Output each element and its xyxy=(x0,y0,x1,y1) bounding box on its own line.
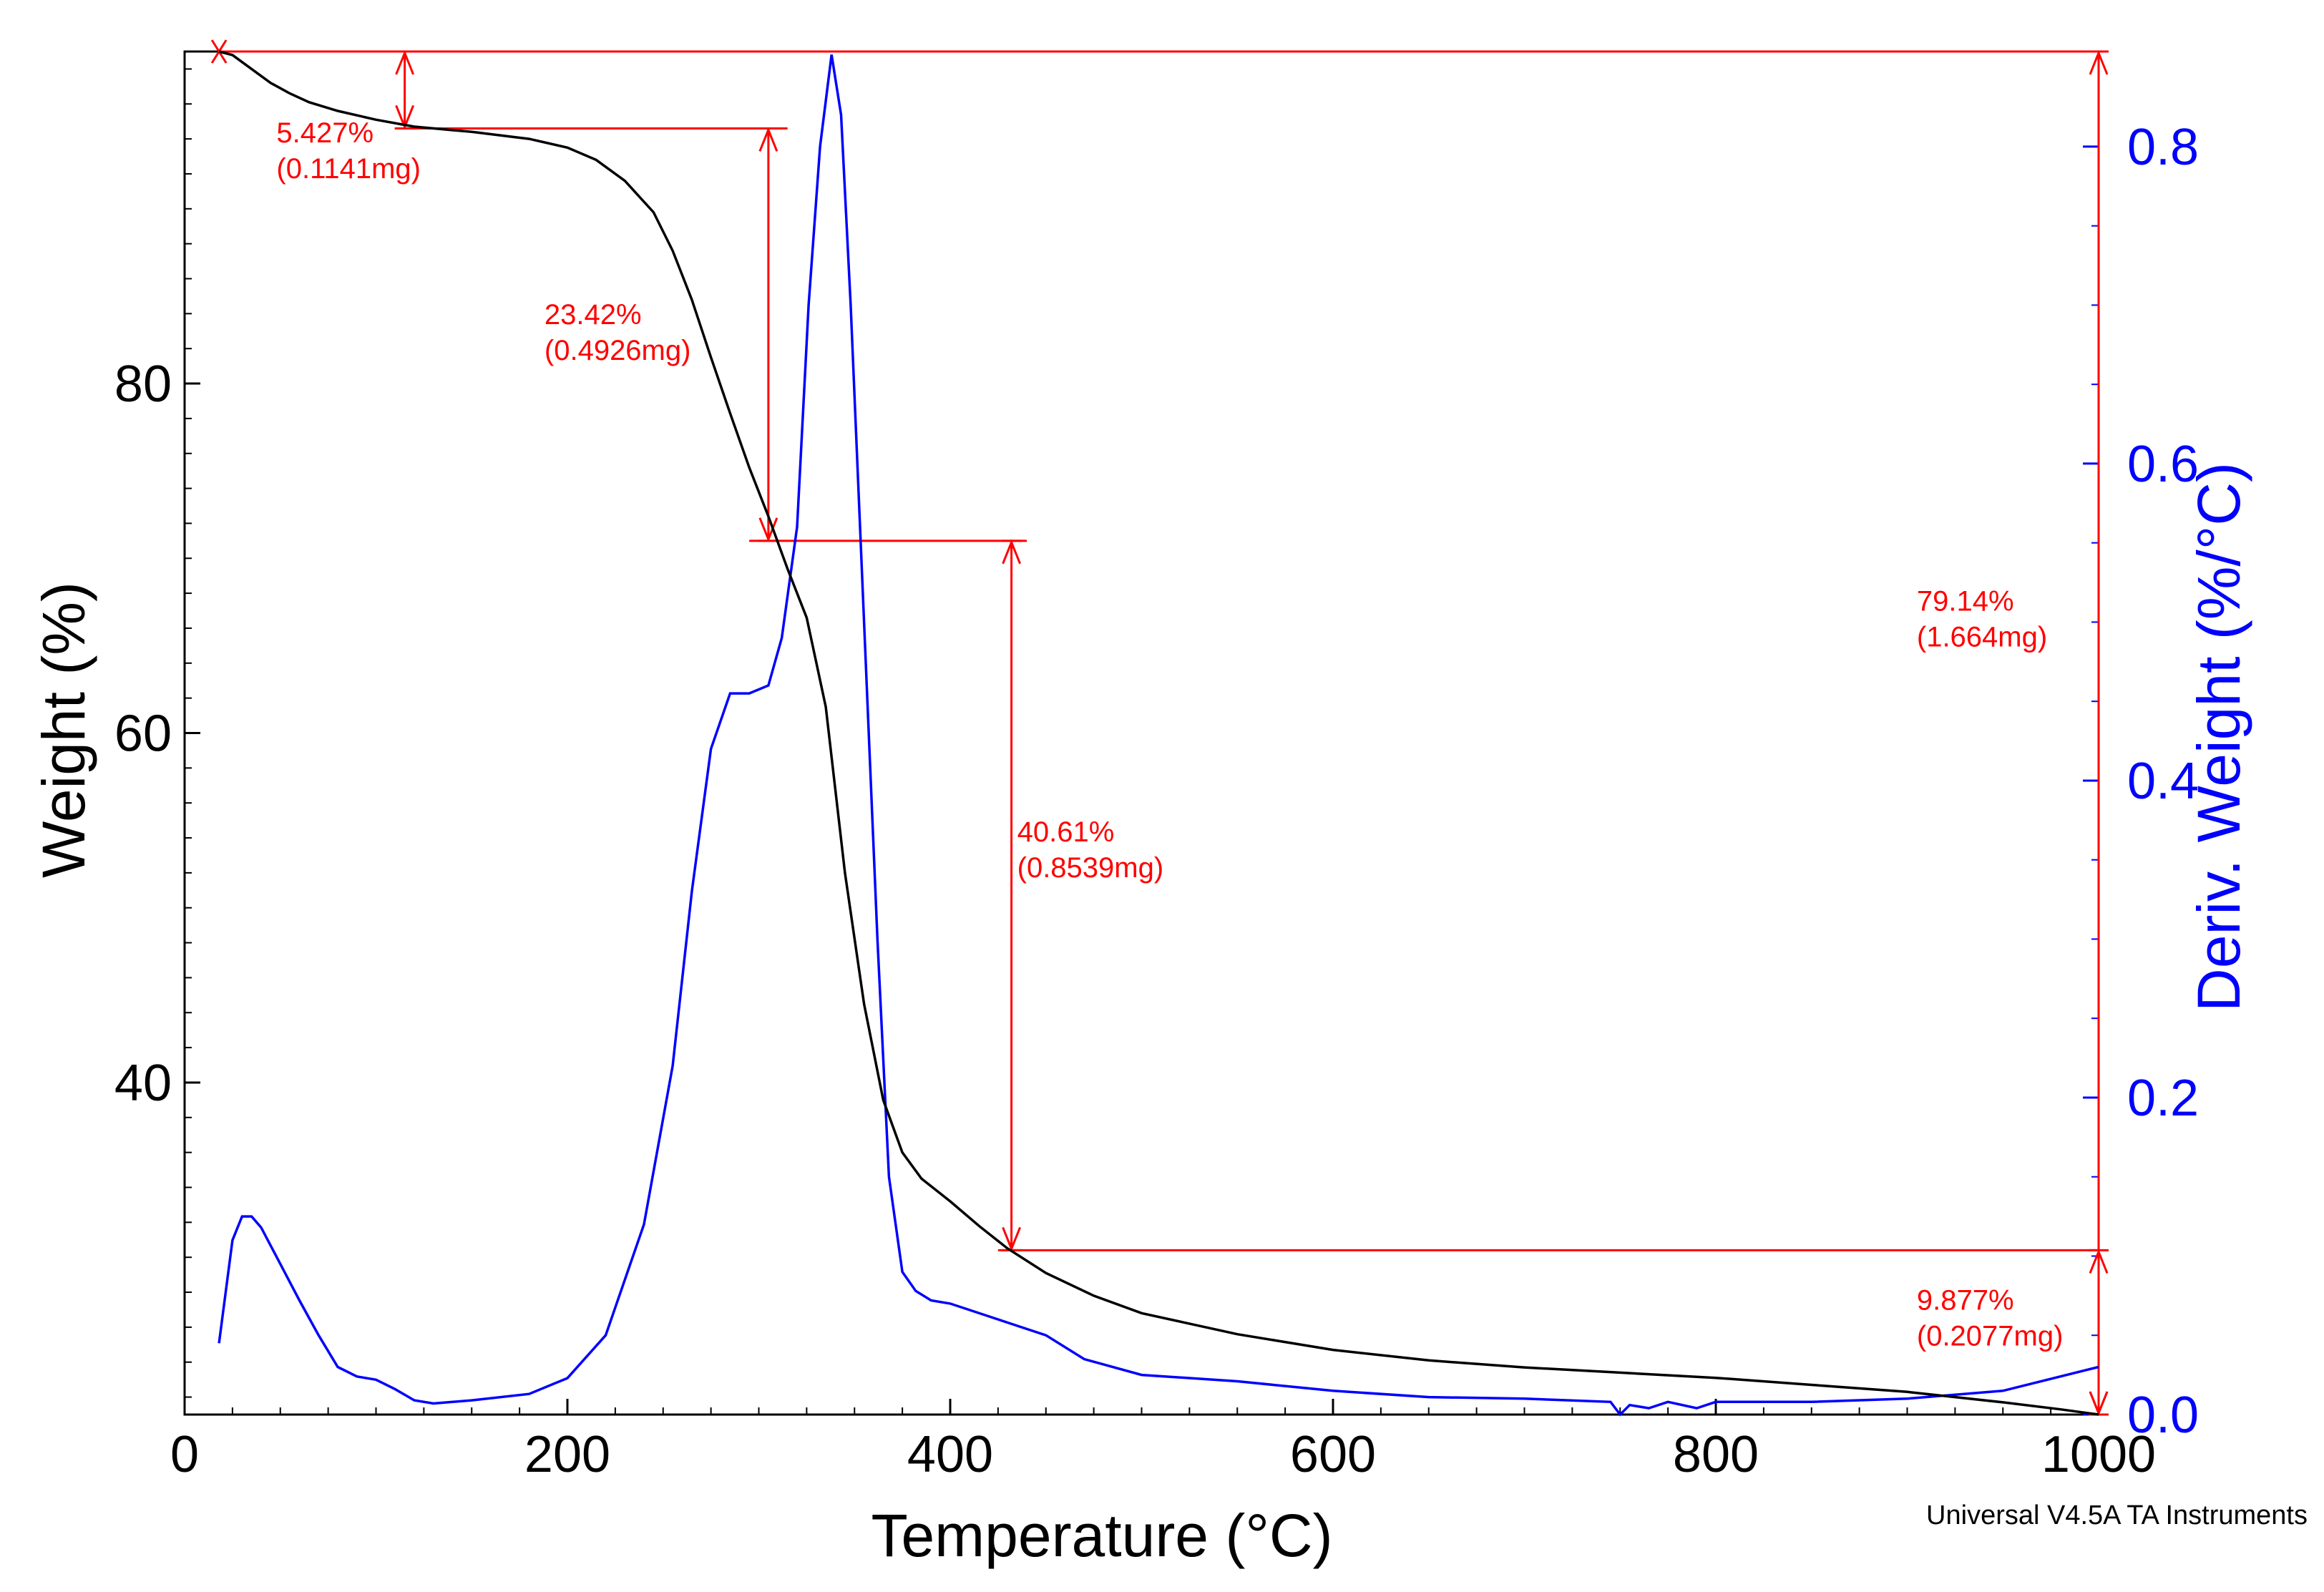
annotation-percent: 9.877% xyxy=(1917,1284,2014,1316)
annotation-mass: (0.4926mg) xyxy=(545,335,691,366)
annotation-label: 5.427% (0.1141mg) xyxy=(276,117,421,185)
x-tick-label: 1000 xyxy=(2041,1426,2156,1483)
annotation-arrow xyxy=(394,49,415,130)
x-tick-label: 400 xyxy=(907,1426,993,1483)
annotation-labels: 5.427% (0.1141mg) 23.42% (0.4926mg) 40.61% (0… xyxy=(276,117,2063,1352)
x-axis-title: Temperature (°C) xyxy=(871,1502,1332,1569)
y-right-tick-label: 0.0 xyxy=(2127,1387,2199,1444)
y-left-tick-labels: 40 60 80 xyxy=(114,356,172,1112)
y-right-tick-labels: 0.0 0.2 0.4 0.6 0.8 xyxy=(2127,119,2199,1444)
annotation-mass: (1.664mg) xyxy=(1917,622,2047,653)
y-right-tick-label: 0.8 xyxy=(2127,119,2199,176)
x-tick-label: 200 xyxy=(524,1426,610,1483)
x-tick-labels: 0 200 400 600 800 1000 xyxy=(170,1426,2156,1483)
annotation-percent: 5.427% xyxy=(276,117,374,149)
annotation-mass: (0.8539mg) xyxy=(1017,852,1164,884)
annotation-arrow xyxy=(758,127,778,542)
annotation-arrow xyxy=(2089,49,2109,1417)
x-tick-label: 800 xyxy=(1673,1426,1759,1483)
x-tick-label: 0 xyxy=(170,1426,199,1483)
y-left-tick-label: 80 xyxy=(114,356,172,413)
annotation-percent: 79.14% xyxy=(1917,586,2014,617)
annotation-percent: 23.42% xyxy=(545,299,642,331)
annotation-label: 23.42% (0.4926mg) xyxy=(545,299,691,366)
annotation-percent: 40.61% xyxy=(1017,816,1115,848)
annotation-label: 40.61% (0.8539mg) xyxy=(1017,816,1164,884)
weight-series-line xyxy=(218,50,2099,1416)
y-left-tick-label: 40 xyxy=(114,1055,172,1112)
annotation-label: 79.14% (1.664mg) xyxy=(1917,586,2047,653)
y-right-tick-label: 0.6 xyxy=(2127,436,2199,493)
instrument-credit: Universal V4.5A TA Instruments xyxy=(1926,1500,2308,1530)
y-right-tick-label: 0.4 xyxy=(2127,753,2199,810)
y-left-axis-title: Weight (%) xyxy=(30,582,97,878)
y-right-tick-label: 0.2 xyxy=(2127,1070,2199,1127)
y-left-tick-label: 60 xyxy=(114,705,172,763)
y-right-axis-title: Deriv. Weight (%/°C) xyxy=(2185,462,2252,1012)
annotation-arrows xyxy=(210,39,2109,1417)
annotation-mass: (0.2077mg) xyxy=(1917,1320,2064,1352)
annotation-label: 9.877% (0.2077mg) xyxy=(1917,1284,2064,1352)
x-tick-label: 600 xyxy=(1290,1426,1376,1483)
annotation-mass: (0.1141mg) xyxy=(276,153,421,185)
deriv-weight-series-line xyxy=(218,54,2099,1417)
